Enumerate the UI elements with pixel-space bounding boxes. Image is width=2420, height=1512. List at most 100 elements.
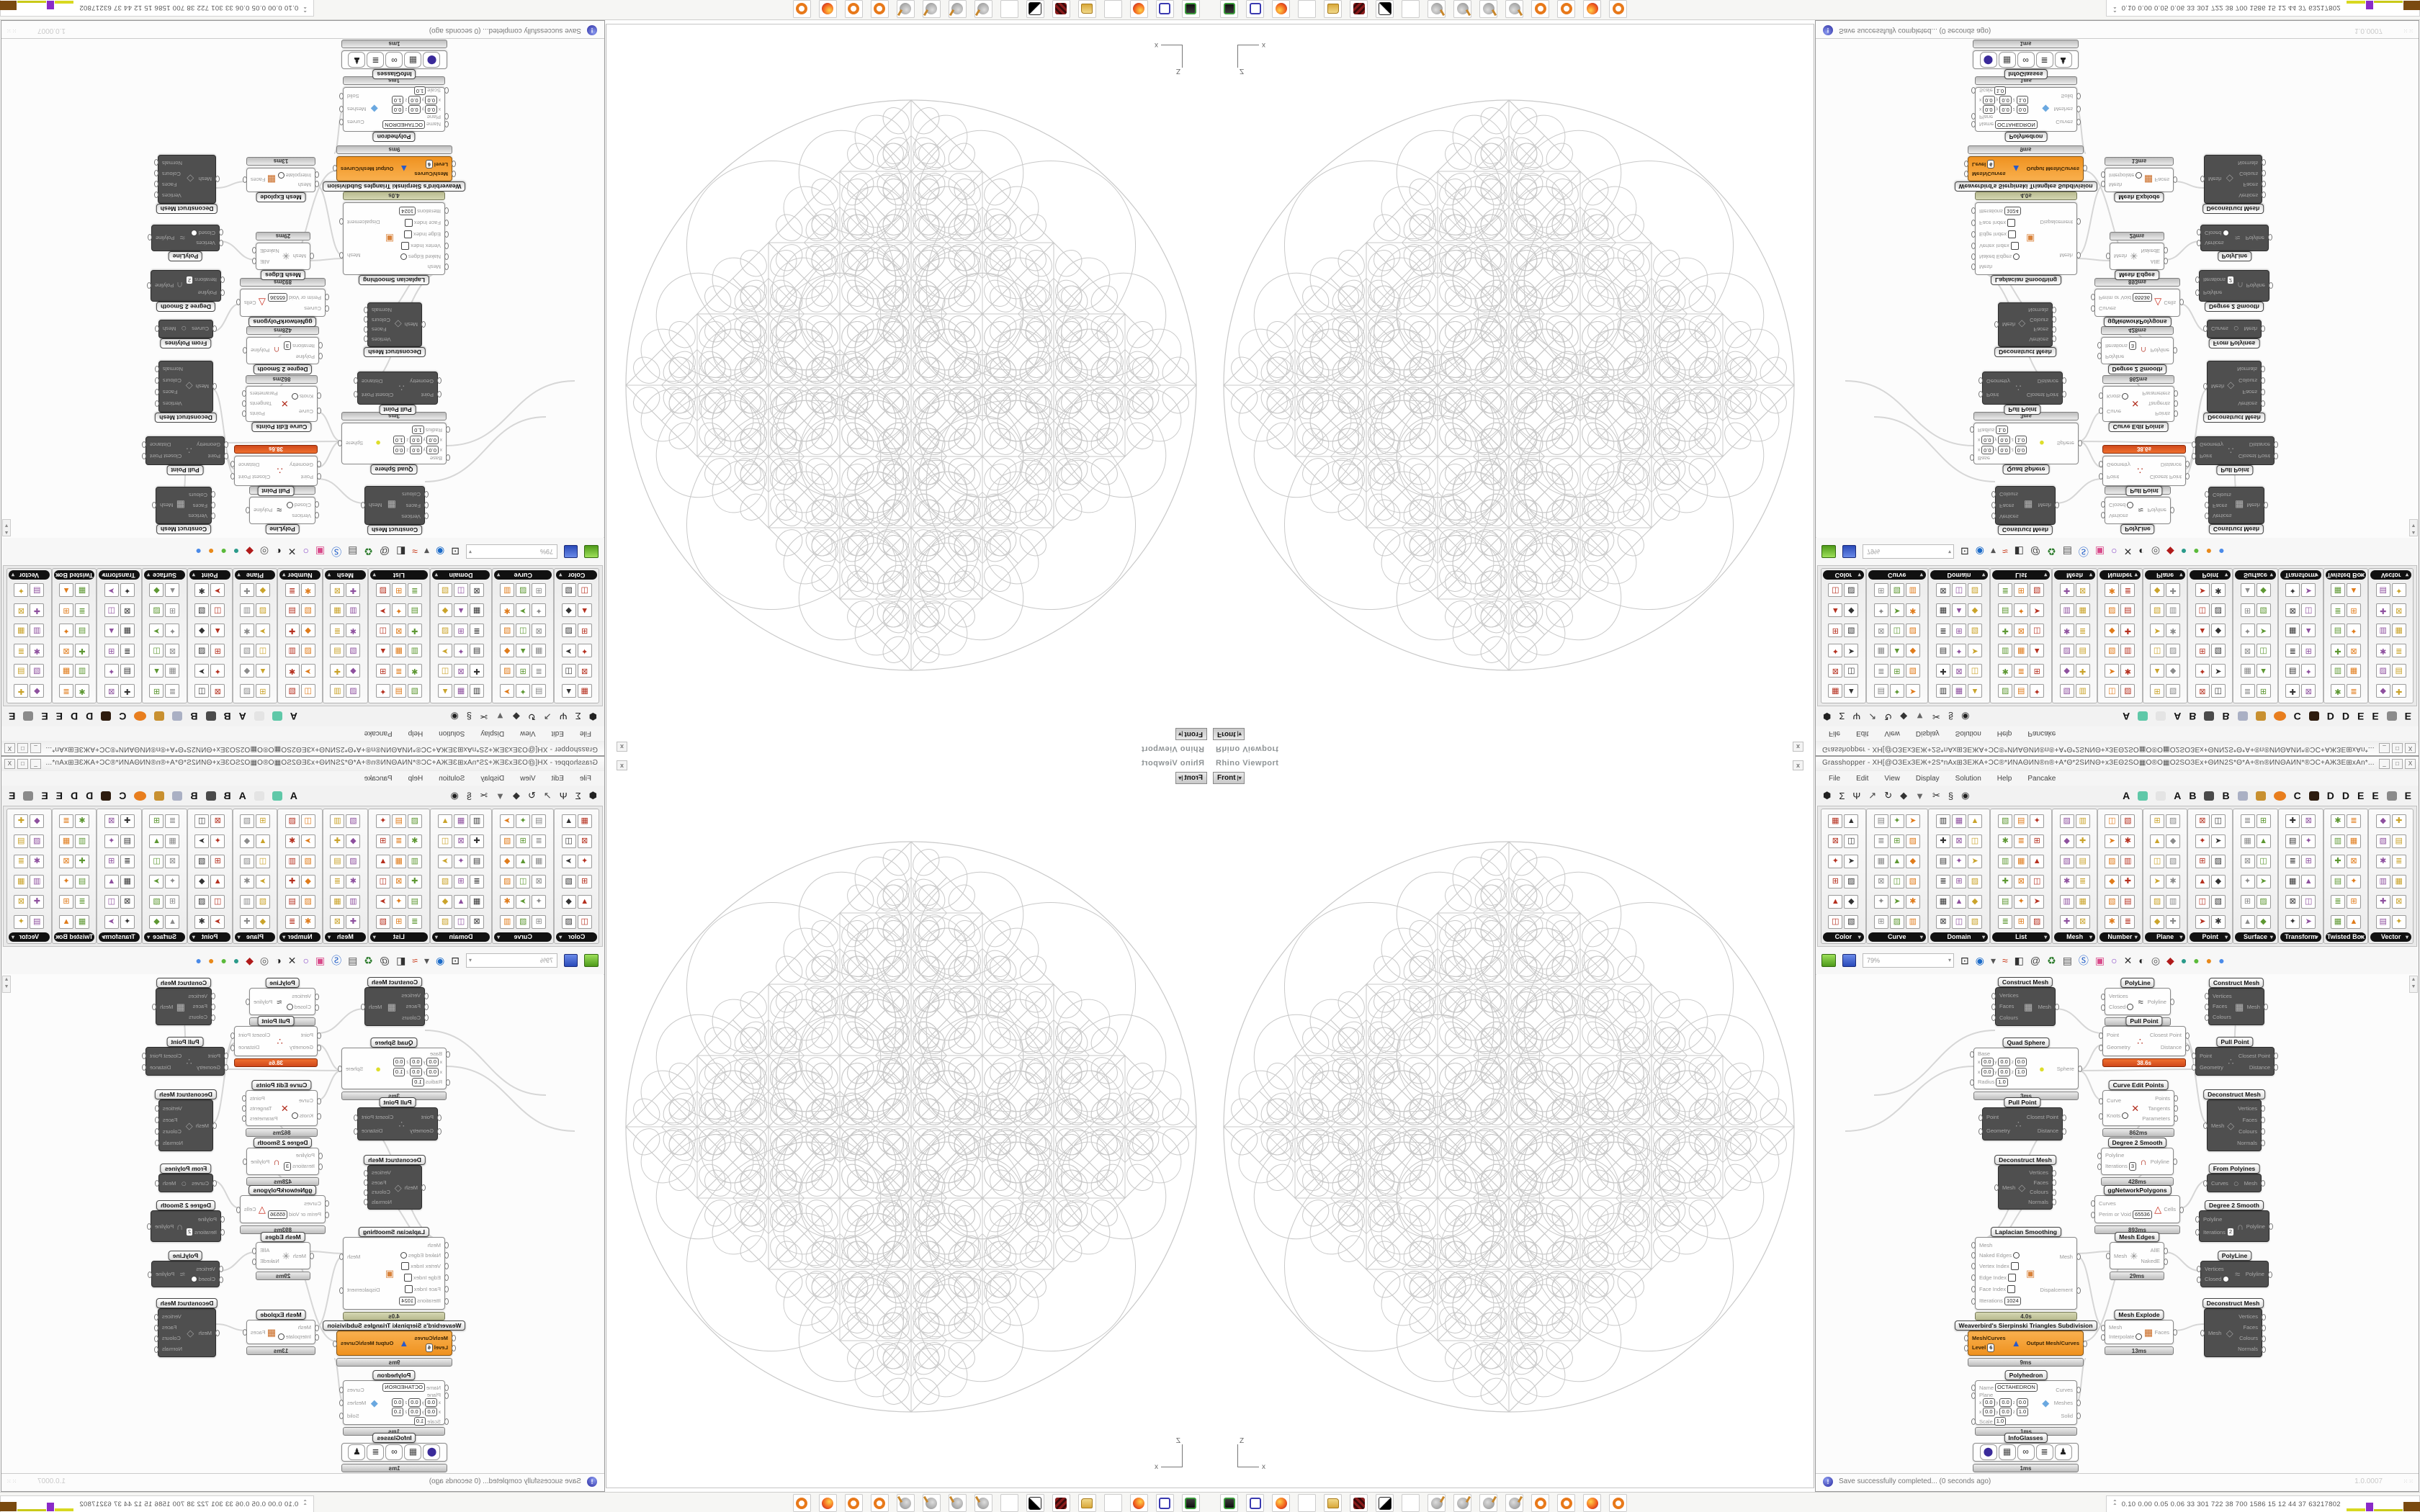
gh-node-curve-edit-points[interactable]: Curve Knots ✕ Points Tangents Parameters — [2098, 1090, 2179, 1126]
palette-component-icon[interactable]: ▦ — [2075, 894, 2090, 909]
port-point[interactable]: Point — [2200, 454, 2223, 460]
palette-component-icon[interactable]: ▲ — [1844, 684, 1859, 698]
palette-component-icon[interactable]: ▧ — [500, 874, 515, 888]
palette-component-icon[interactable]: ◫ — [2301, 894, 2316, 909]
palette-component-icon[interactable]: ➤ — [1844, 644, 1859, 658]
palette-component-icon[interactable]: ▨ — [300, 854, 315, 868]
ball-green-icon[interactable]: ● — [220, 955, 227, 966]
palette-component-icon[interactable]: ➤ — [375, 894, 390, 909]
port-points[interactable]: Points — [250, 1094, 265, 1102]
zoom-level-combo[interactable]: 79% ▾ — [1863, 544, 1954, 559]
palette-component-icon[interactable]: ▧ — [1968, 583, 1982, 598]
palette-component-icon[interactable]: ▤ — [532, 814, 547, 828]
port-iterations[interactable]: Iterations 3 — [2097, 1161, 2137, 1171]
palette-component-icon[interactable]: ⊞ — [1873, 914, 1888, 929]
menu-file[interactable]: File — [579, 774, 591, 783]
palette-component-icon[interactable]: ▧ — [2375, 834, 2390, 848]
chevron-down-icon[interactable]: ▾ — [1948, 957, 1951, 963]
palette-component-icon[interactable]: ➤ — [2210, 664, 2226, 678]
port-polyline[interactable]: Polyline — [284, 1152, 315, 1158]
port-polyline[interactable]: Polyline — [2195, 1216, 2234, 1223]
palette-component-icon[interactable]: ⊠ — [2014, 874, 2029, 888]
palette-component-icon[interactable]: ≣ — [14, 854, 29, 868]
palette-component-icon[interactable]: ➤ — [1905, 684, 1920, 698]
palette-component-icon[interactable]: ⊞ — [165, 894, 180, 909]
palette-component-icon[interactable]: ▨ — [2059, 684, 2074, 698]
palette-component-icon[interactable]: ✱ — [2059, 874, 2074, 888]
palette-component-icon[interactable]: ✚ — [470, 834, 484, 848]
port-normals[interactable]: Normals — [2238, 160, 2258, 166]
port-parameters[interactable]: Parameters — [250, 1115, 278, 1122]
gh-node-mesh-explode[interactable]: Mesh Interpolate ▦ Faces — [246, 1320, 315, 1344]
palette-component-icon[interactable]: ▦ — [470, 894, 484, 909]
port-closest-point[interactable]: Closest Point — [2149, 474, 2182, 480]
palette-component-icon[interactable]: ✦ — [532, 894, 547, 909]
palette-component-icon[interactable]: ✦ — [2391, 583, 2406, 598]
port-polyline[interactable]: Polyline — [2105, 354, 2136, 360]
ball-green-icon[interactable]: ● — [2193, 955, 2200, 966]
taskbar-icon-ornament[interactable] — [1000, 1494, 1018, 1512]
palette-component-icon[interactable]: ▲ — [2030, 644, 2045, 658]
port-polyline[interactable]: Polyline — [2150, 1158, 2178, 1165]
palette-component-icon[interactable]: ⊠ — [14, 894, 29, 909]
palette-component-icon[interactable]: ≣ — [1873, 664, 1888, 678]
port-polyline[interactable]: Polyline — [2246, 1223, 2274, 1230]
bulb-icon[interactable]: ○ — [2111, 955, 2118, 966]
port-mesh-curves[interactable]: Mesh/Curves — [1964, 1334, 2006, 1341]
fit-view-icon[interactable]: ⊡ — [451, 954, 460, 966]
palette-component-icon[interactable]: ▦ — [165, 834, 180, 848]
gh-node-construct-mesh-2[interactable]: Vertices Faces Colours ▦ Mesh — [2208, 487, 2264, 524]
port-mesh[interactable]: Mesh — [278, 1324, 311, 1331]
port-vertices[interactable]: Vertices — [2205, 992, 2232, 1000]
palette-component-icon[interactable]: ⊠ — [2391, 894, 2406, 909]
chevron-down-icon[interactable]: ▾ — [372, 934, 376, 940]
palette-component-icon[interactable]: ▥ — [2375, 874, 2390, 888]
palette-component-icon[interactable]: ✚ — [2059, 914, 2074, 929]
gem-icon[interactable]: ◆ — [2166, 954, 2174, 966]
ellipse-icon[interactable] — [134, 791, 147, 801]
notes-icon[interactable]: ▤ — [2062, 954, 2072, 966]
palette-component-icon[interactable]: ✱ — [2059, 624, 2074, 638]
toggle-circle[interactable] — [2127, 502, 2134, 508]
gh-node-curve-edit-points[interactable]: Curve Knots ✕ Points Tangents Parameters — [246, 1090, 318, 1126]
ball-teal-icon[interactable]: ● — [2180, 955, 2187, 966]
leaf-icon[interactable] — [2138, 711, 2148, 721]
gh-node-laplacian-smoothing[interactable]: Mesh Naked Edges Vertex Index Edge Index Fac… — [1975, 202, 2077, 275]
resize-grip-icon[interactable]: ⁙⁙ — [6, 1478, 17, 1485]
port-edge-index[interactable]: Edge Index — [399, 1273, 441, 1282]
glasses-icon[interactable]: ∞ — [2017, 1444, 2035, 1460]
palette-component-icon[interactable]: ▥ — [330, 814, 345, 828]
port-vertices[interactable]: Vertices — [162, 1313, 182, 1320]
palette-component-icon[interactable]: ▤ — [14, 834, 29, 848]
menu-pancake[interactable]: Pancake — [2027, 774, 2056, 783]
palette-component-icon[interactable]: ▤ — [2120, 894, 2136, 909]
palette-component-icon[interactable]: ≣ — [2346, 814, 2361, 828]
palette-component-icon[interactable]: ⊠ — [577, 834, 592, 848]
palette-component-icon[interactable]: ✚ — [407, 874, 422, 888]
palette-component-icon[interactable]: ◫ — [375, 874, 390, 888]
palette-category-label[interactable]: Twisted Box ▾ — [2325, 570, 2367, 580]
palette-component-icon[interactable]: ▦ — [391, 854, 406, 868]
port-nakede[interactable]: NakedE — [2141, 248, 2160, 254]
palette-component-icon[interactable]: ✚ — [2166, 914, 2181, 929]
palette-component-icon[interactable]: ➤ — [500, 814, 515, 828]
hook-icon[interactable]: § — [1948, 711, 1954, 722]
palette-component-icon[interactable]: ◫ — [454, 914, 468, 929]
bulb-icon[interactable]: ○ — [302, 955, 309, 966]
palette-category-label[interactable]: Twisted Box ▾ — [53, 932, 95, 942]
palette-category-label[interactable]: Color ▾ — [556, 932, 597, 942]
value-box[interactable]: 2 — [2226, 275, 2235, 284]
taskbar-icon-doom[interactable] — [1350, 1494, 1368, 1512]
palette-component-icon[interactable]: ▦ — [2346, 834, 2361, 848]
palette-component-icon[interactable]: ≣ — [2330, 603, 2345, 618]
port-name[interactable]: Name OCTAHEDRON — [382, 1383, 441, 1392]
palette-component-icon[interactable]: ◫ — [210, 894, 225, 909]
palette-component-icon[interactable]: ✚ — [1998, 624, 2013, 638]
palette-component-icon[interactable]: ✱ — [2375, 644, 2390, 658]
palette-component-icon[interactable]: ≣ — [391, 834, 406, 848]
palette-component-icon[interactable]: ✦ — [2240, 624, 2255, 638]
port-iterations[interactable]: Iterations 3 — [283, 1161, 315, 1171]
palette-component-icon[interactable]: ◆ — [1968, 894, 1982, 909]
palette-component-icon[interactable]: ✦ — [165, 874, 180, 888]
palette-component-icon[interactable]: ◫ — [2030, 624, 2045, 638]
